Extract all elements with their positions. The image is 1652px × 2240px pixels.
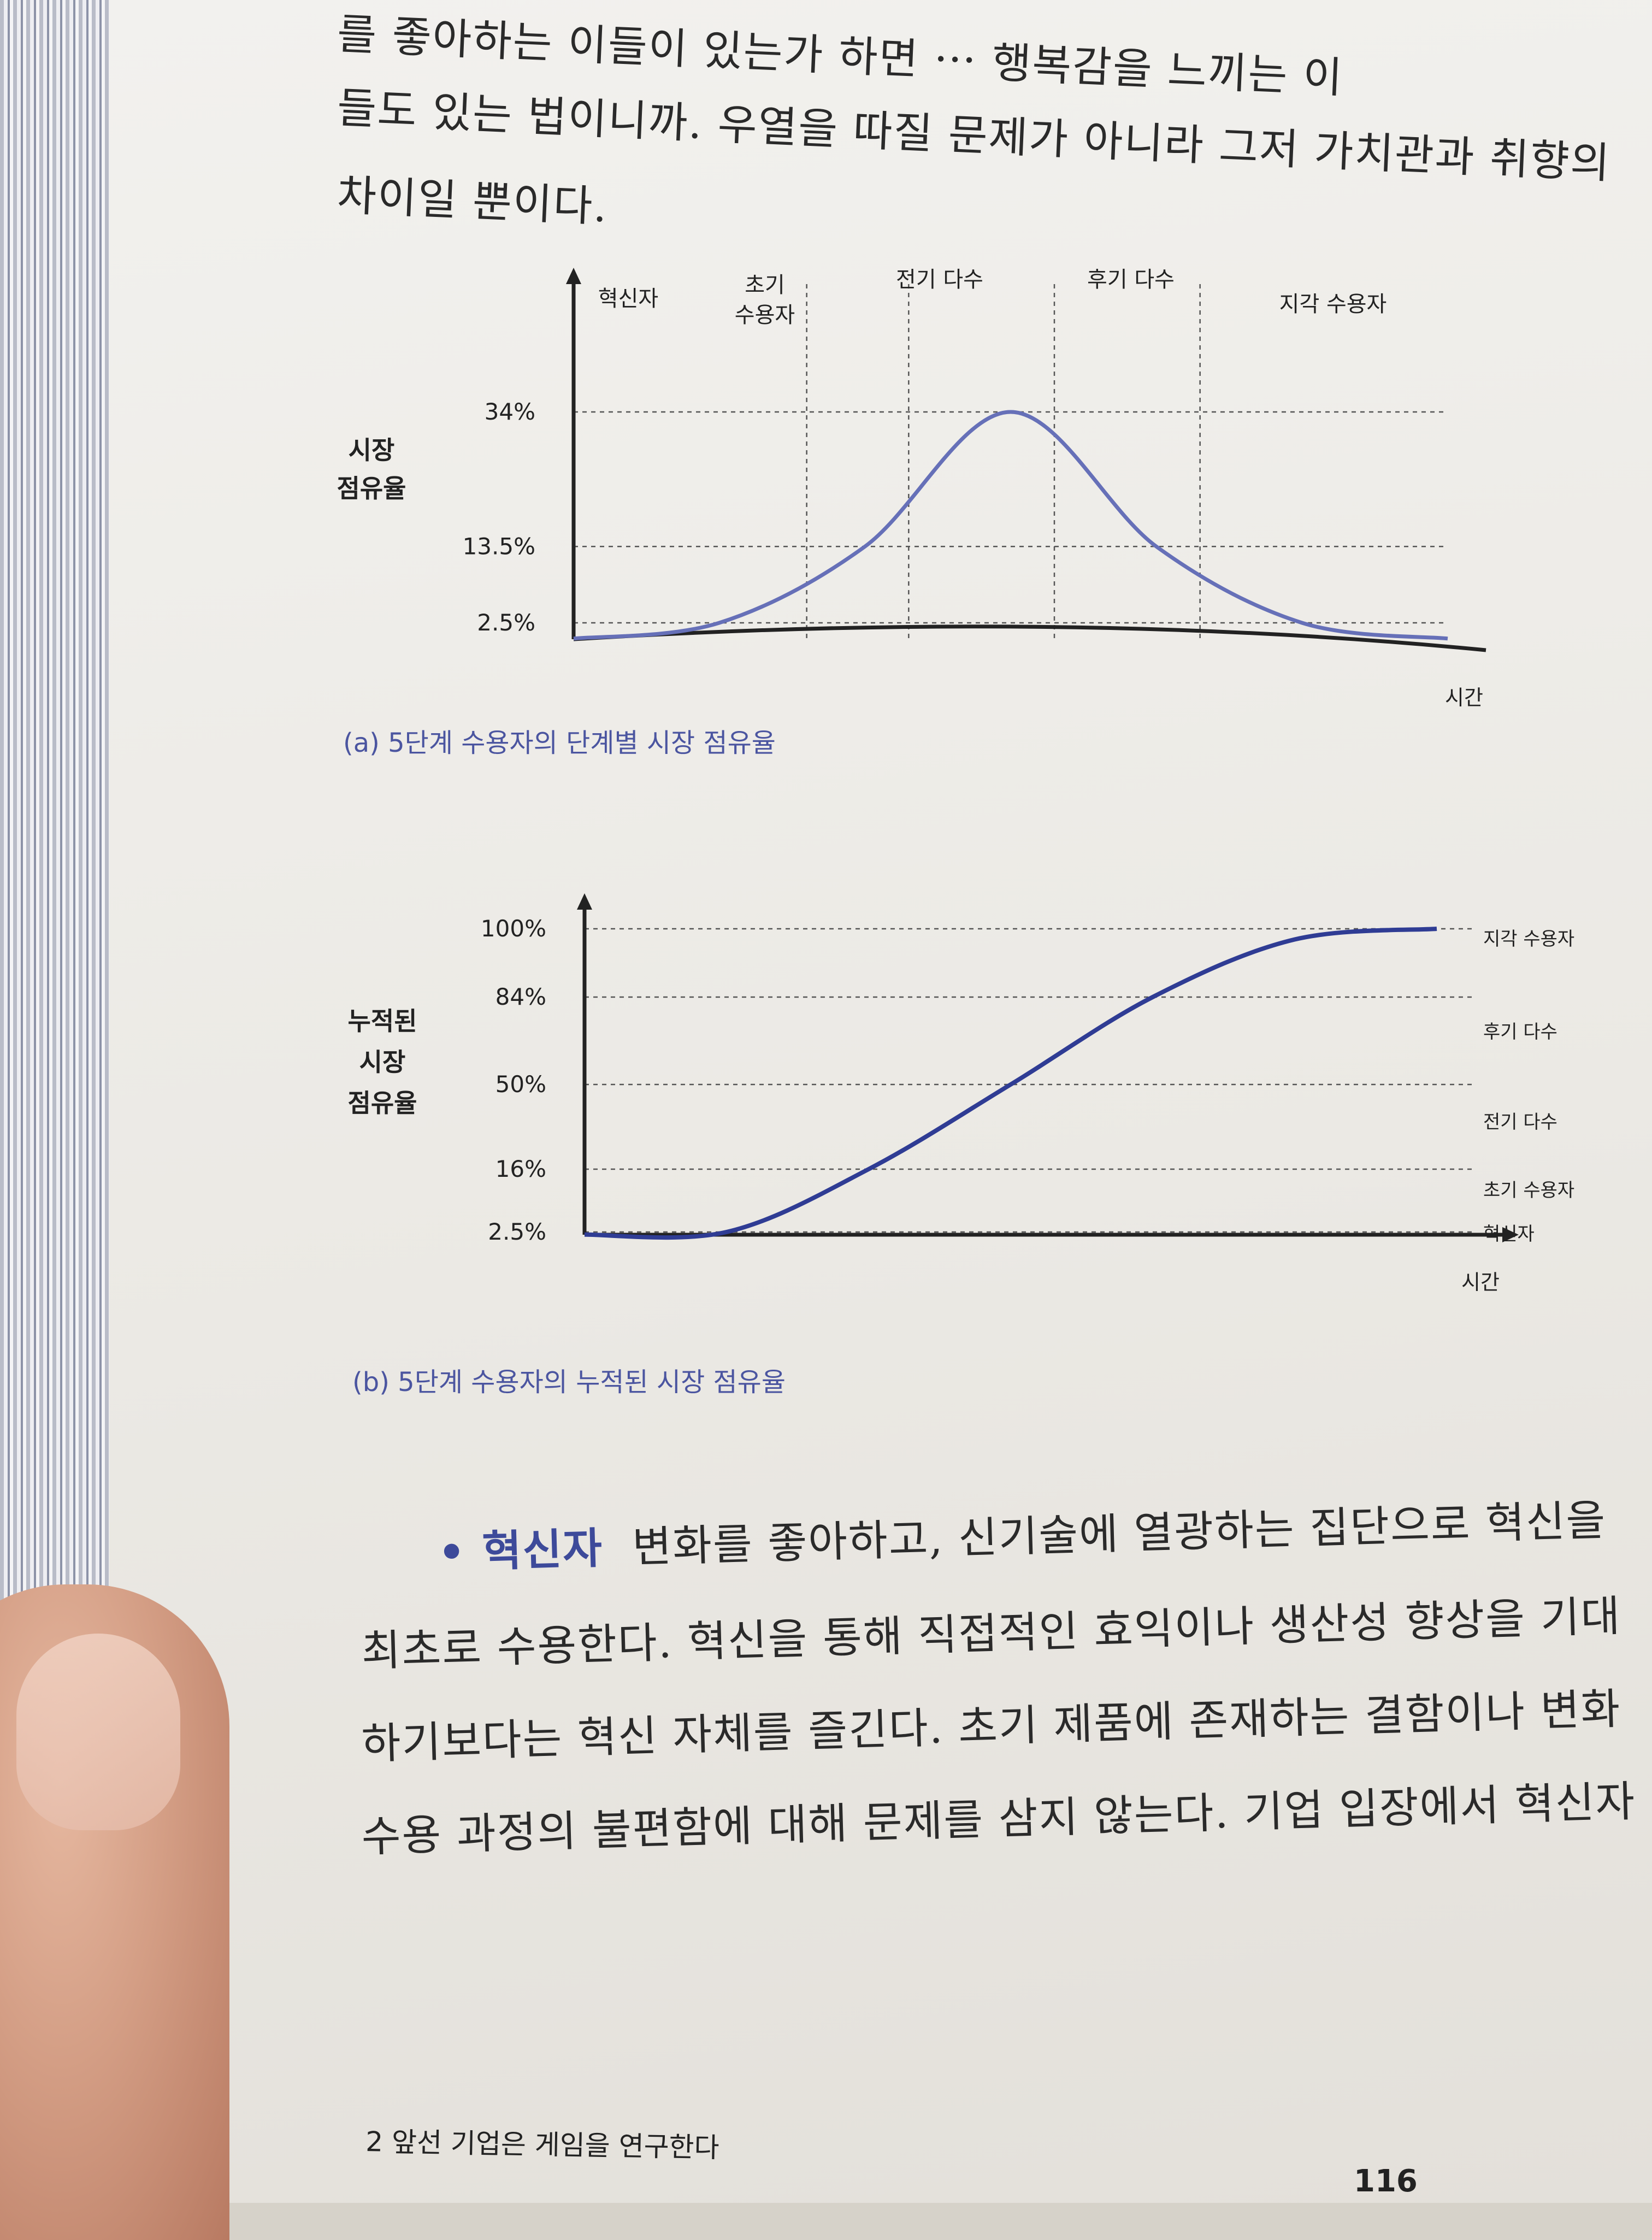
segment-label-early-adopters: 수용자 [735, 303, 795, 328]
x-axis-label: 시간 [1445, 686, 1483, 710]
y-tick-label: 50% [495, 1071, 546, 1098]
y-axis-arrow [577, 893, 592, 910]
y-axis-arrow [566, 268, 581, 284]
book-page [109, 0, 1652, 2203]
figure-a-caption: (a) 5단계 수용자의 단계별 시장 점유율 [343, 728, 776, 758]
bell-curve-line [573, 410, 1448, 641]
page-number: 116 [1354, 2164, 1418, 2199]
y-tick-label: 84% [495, 983, 546, 1010]
cumulative-curve-line [584, 927, 1437, 1240]
right-segment-label: 후기 다수 [1483, 1021, 1557, 1043]
segment-label-early-adopters: 초기 [745, 273, 785, 298]
y-axis-label: 시장 [359, 1047, 406, 1077]
right-segment-label: 지각 수용자 [1483, 928, 1574, 950]
x-axis-arrow [1502, 1227, 1519, 1242]
y-axis-label: 시장 [349, 435, 395, 465]
right-segment-label: 초기 수용자 [1483, 1180, 1574, 1201]
running-footer-title: 2 앞선 기업은 게임을 연구한다 [365, 2125, 720, 2164]
bullet-term-innovators: • 혁신자 [437, 1524, 604, 1578]
segment-label-early-majority: 전기 다수 [896, 267, 983, 292]
figure-b-caption: (b) 5단계 수용자의 누적된 시장 점유율 [352, 1367, 786, 1398]
y-tick-label: 13.5% [463, 533, 535, 559]
y-tick-label: 2.5% [477, 609, 535, 636]
y-axis-label: 점유율 [348, 1088, 417, 1118]
x-axis [573, 624, 1486, 652]
y-tick-label: 16% [495, 1156, 546, 1182]
y-axis-label: 점유율 [337, 474, 406, 503]
segment-label-laggards: 지각 수용자 [1279, 292, 1387, 317]
segment-label-late-majority: 후기 다수 [1087, 267, 1175, 292]
thumbnail [16, 1634, 180, 1830]
right-segment-label: 전기 다수 [1483, 1111, 1557, 1133]
x-axis-label: 시간 [1461, 1270, 1500, 1294]
body-text-line: 차이일 뿐이다. [336, 170, 609, 232]
y-tick-label: 2.5% [488, 1218, 546, 1245]
y-tick-label: 34% [485, 398, 535, 425]
y-tick-label: 100% [481, 915, 546, 942]
right-segment-label: 혁신자 [1483, 1223, 1535, 1245]
segment-label-innovators: 혁신자 [598, 286, 658, 311]
y-axis-label: 누적된 [348, 1006, 417, 1036]
